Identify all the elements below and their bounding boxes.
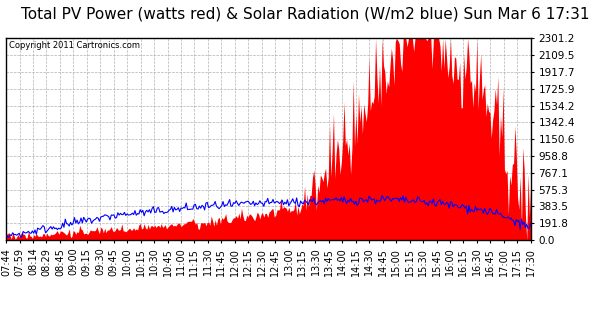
Text: Copyright 2011 Cartronics.com: Copyright 2011 Cartronics.com — [9, 41, 140, 51]
Text: Total PV Power (watts red) & Solar Radiation (W/m2 blue) Sun Mar 6 17:31: Total PV Power (watts red) & Solar Radia… — [21, 6, 589, 21]
